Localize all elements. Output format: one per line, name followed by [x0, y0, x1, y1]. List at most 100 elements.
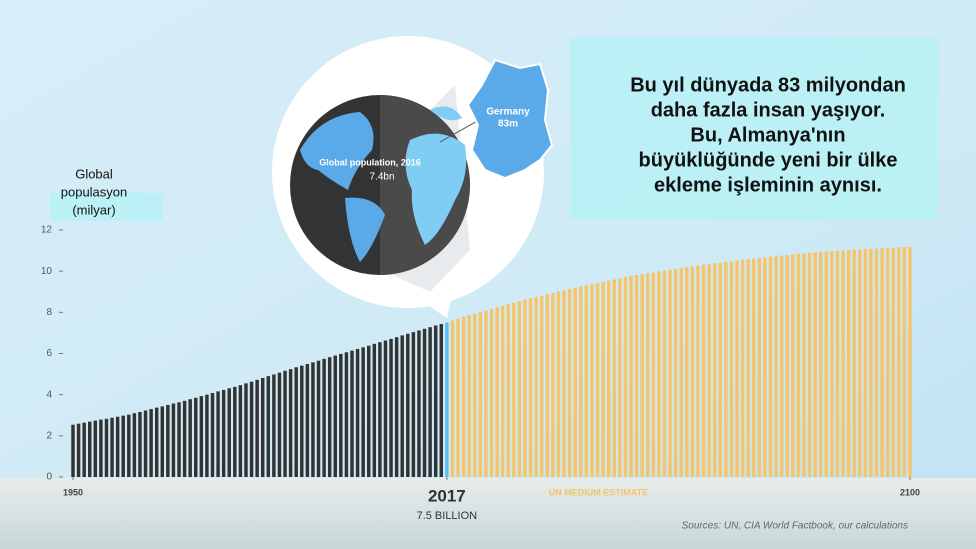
callout-text: ekleme işleminin aynısı.	[654, 174, 882, 196]
bar	[288, 369, 293, 477]
bar	[813, 252, 817, 477]
bar	[779, 255, 784, 477]
bar	[344, 352, 349, 477]
bar	[718, 262, 723, 477]
bar	[902, 247, 907, 477]
bar	[523, 299, 527, 477]
bar	[500, 305, 505, 477]
bar	[830, 251, 834, 477]
bar	[623, 277, 628, 477]
bar	[88, 421, 92, 477]
bar	[657, 271, 661, 477]
bar	[188, 399, 192, 477]
bar	[846, 249, 851, 477]
bar	[71, 424, 75, 477]
bar	[383, 340, 388, 477]
bar	[584, 285, 589, 477]
bar	[372, 343, 377, 477]
bar	[327, 357, 332, 477]
bar	[244, 383, 248, 477]
bar	[685, 267, 689, 477]
bar	[858, 249, 862, 477]
bar	[556, 291, 561, 477]
callout-text: Bu yıl dünyada 83 milyondan	[630, 74, 906, 96]
bar	[400, 335, 404, 477]
bar	[852, 249, 856, 477]
bar	[339, 353, 343, 477]
bar	[863, 248, 868, 477]
bar	[874, 248, 879, 477]
callout-box	[570, 38, 938, 220]
bar	[227, 388, 231, 477]
bar	[796, 253, 801, 477]
bar	[539, 295, 544, 477]
bar	[266, 376, 271, 477]
bar	[255, 379, 259, 477]
y-tick-label: 4	[46, 389, 52, 400]
y-axis-label: (milyar)	[72, 202, 115, 217]
bar	[305, 363, 310, 477]
bar	[573, 287, 577, 477]
germany-shape	[466, 58, 554, 180]
y-axis-label: Global	[75, 166, 113, 181]
bar	[149, 409, 153, 477]
bar	[439, 324, 444, 477]
bar	[618, 278, 622, 477]
bar	[517, 301, 522, 477]
y-tick-label: 2	[46, 430, 52, 441]
globe-value: 7.4bn	[369, 172, 394, 183]
y-tick-label: 8	[46, 307, 52, 318]
bar	[495, 307, 499, 477]
bar	[199, 396, 204, 477]
bar	[673, 268, 678, 477]
bar	[433, 325, 438, 477]
bar	[210, 393, 215, 477]
bar	[785, 254, 789, 477]
x-tick-label: 2100	[900, 487, 920, 497]
x-tick-label: 1950	[63, 487, 83, 497]
bar	[869, 248, 873, 477]
bar	[378, 342, 382, 477]
bar	[367, 345, 371, 477]
bar	[891, 247, 895, 477]
bar	[746, 259, 750, 477]
bar	[707, 264, 711, 477]
country-label: Germany	[486, 107, 530, 118]
bar	[406, 333, 410, 477]
bar	[160, 406, 165, 477]
y-tick-label: 12	[41, 225, 53, 236]
bar	[763, 257, 767, 477]
bar	[824, 251, 829, 477]
bar	[316, 360, 321, 477]
bar	[283, 370, 287, 477]
y-tick-label: 6	[46, 348, 52, 359]
bar	[272, 374, 276, 477]
bar	[545, 294, 550, 477]
bar	[82, 422, 86, 477]
bar	[205, 394, 209, 477]
bar	[238, 385, 243, 477]
bar	[166, 404, 170, 477]
bar	[897, 247, 901, 477]
bar	[473, 313, 477, 477]
bar	[394, 337, 399, 477]
bar	[333, 355, 337, 477]
bar	[138, 411, 142, 477]
globe-label: Global population, 2016	[319, 157, 421, 167]
bar	[311, 362, 315, 477]
bar	[177, 402, 181, 477]
bar	[110, 417, 114, 477]
bar	[646, 273, 650, 477]
bar	[640, 274, 644, 477]
callout-text: Bu, Almanya'nın	[690, 124, 845, 146]
bar	[450, 320, 455, 477]
bar	[99, 419, 103, 477]
callout-text: daha fazla insan yaşıyor.	[651, 99, 886, 121]
bar	[194, 397, 198, 477]
bar	[562, 290, 566, 477]
bar	[606, 280, 611, 477]
bar	[567, 288, 572, 477]
bar	[422, 328, 427, 477]
bar	[629, 275, 633, 477]
